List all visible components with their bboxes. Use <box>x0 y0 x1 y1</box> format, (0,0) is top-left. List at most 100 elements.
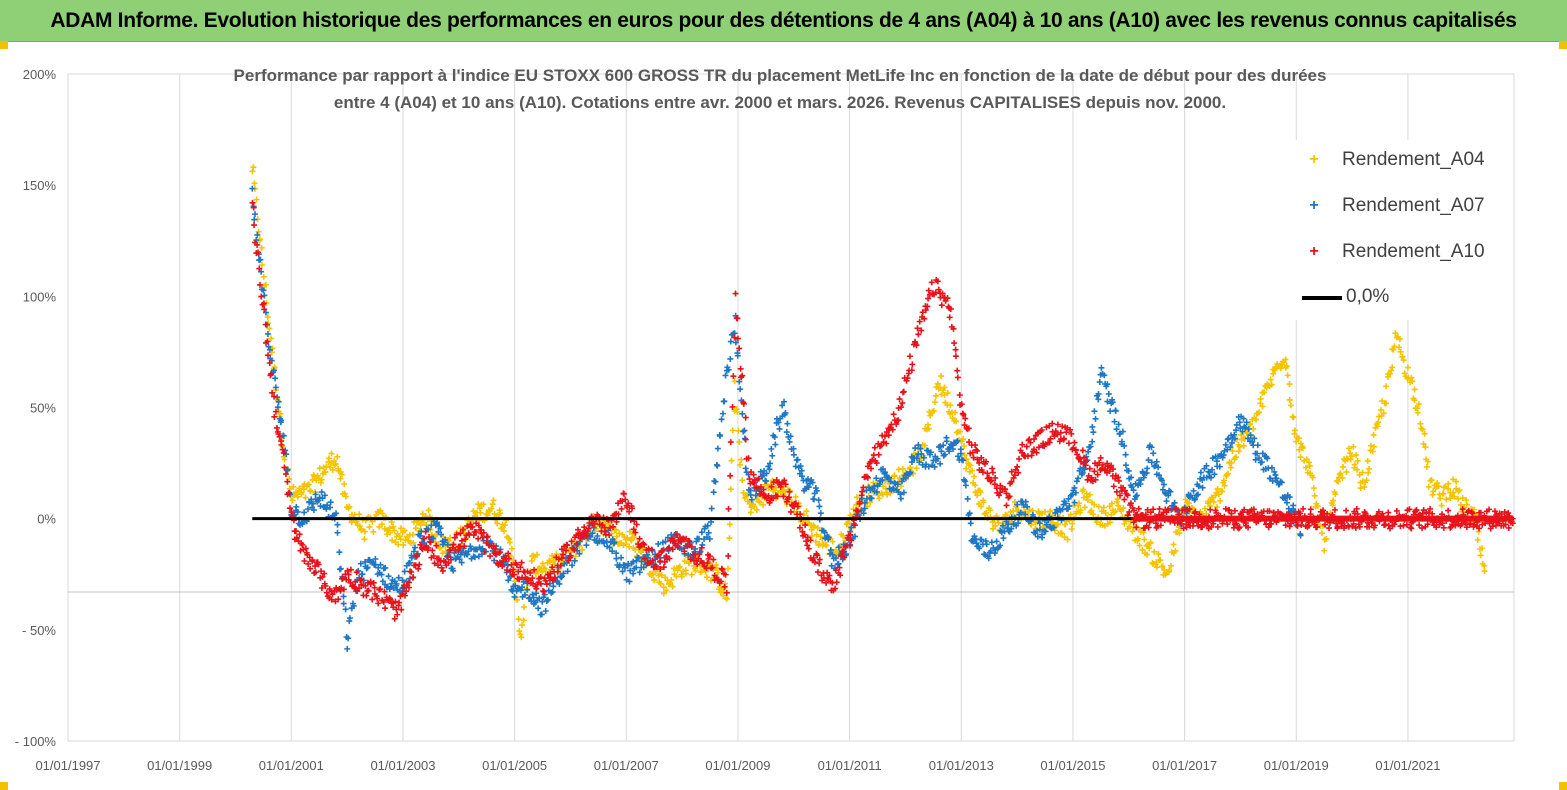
data-point <box>1283 363 1290 370</box>
data-point <box>1224 470 1231 477</box>
data-point <box>805 545 812 552</box>
data-point <box>305 481 312 488</box>
data-point <box>1242 424 1249 431</box>
data-point <box>499 558 506 565</box>
data-point <box>662 538 669 545</box>
data-point <box>861 505 868 512</box>
data-point <box>613 550 620 557</box>
data-point <box>1087 443 1094 450</box>
data-point <box>541 565 548 572</box>
data-point <box>278 441 285 448</box>
data-point <box>547 574 554 581</box>
data-point <box>962 482 969 489</box>
data-point <box>350 602 357 609</box>
data-point <box>400 541 407 548</box>
data-point <box>515 568 522 575</box>
data-point <box>411 544 418 551</box>
data-point <box>568 538 575 545</box>
data-point <box>519 622 526 629</box>
data-point <box>782 409 789 416</box>
data-point <box>995 519 1002 526</box>
data-point <box>1414 409 1421 416</box>
data-point <box>918 450 925 457</box>
data-point <box>265 343 272 350</box>
data-point <box>475 522 482 529</box>
data-point <box>1157 557 1164 564</box>
data-point <box>771 434 778 441</box>
data-point <box>1081 466 1088 473</box>
data-point <box>297 547 304 554</box>
data-point <box>1207 474 1214 481</box>
data-point <box>1185 500 1192 507</box>
data-point <box>425 507 432 514</box>
data-point <box>471 554 478 561</box>
data-point <box>1041 508 1048 515</box>
data-point <box>461 543 468 550</box>
data-point <box>1408 374 1415 381</box>
data-point <box>488 505 495 512</box>
data-point <box>1182 496 1189 503</box>
data-point <box>359 571 366 578</box>
data-point <box>1297 510 1304 517</box>
data-point <box>909 361 916 368</box>
data-point <box>551 575 558 582</box>
data-point <box>993 538 1000 545</box>
data-point <box>1474 536 1481 543</box>
data-point <box>299 541 306 548</box>
data-point <box>1287 402 1294 409</box>
data-point <box>332 460 339 467</box>
data-point <box>996 492 1003 499</box>
data-point <box>1297 454 1304 461</box>
data-point <box>624 504 631 511</box>
data-point <box>1479 521 1486 528</box>
data-point <box>1151 548 1158 555</box>
data-point <box>1335 478 1342 485</box>
data-point <box>768 483 775 490</box>
data-point <box>511 571 518 578</box>
data-point <box>914 325 921 332</box>
data-point <box>906 353 913 360</box>
data-point <box>748 496 755 503</box>
data-point <box>727 439 734 446</box>
data-point <box>251 180 258 187</box>
data-point <box>475 553 482 560</box>
data-point <box>1407 524 1414 531</box>
data-point <box>1115 502 1122 509</box>
data-point <box>685 537 692 544</box>
data-point <box>1047 508 1054 515</box>
x-tick-label: 01/01/2015 <box>1040 758 1105 773</box>
data-point <box>941 451 948 458</box>
data-point <box>469 523 476 530</box>
data-point <box>944 295 951 302</box>
data-point <box>1331 506 1338 513</box>
data-point <box>924 303 931 310</box>
data-point <box>1114 495 1121 502</box>
data-point <box>958 401 965 408</box>
data-point <box>1128 484 1135 491</box>
data-point <box>969 449 976 456</box>
data-point <box>976 545 983 552</box>
data-point <box>1393 507 1400 514</box>
data-point <box>1456 487 1463 494</box>
data-point <box>1115 421 1122 428</box>
data-point <box>917 445 924 452</box>
data-point <box>710 489 717 496</box>
data-point <box>1311 492 1318 499</box>
data-point <box>1092 415 1099 422</box>
data-point <box>977 489 984 496</box>
data-point <box>401 527 408 534</box>
data-point <box>1141 536 1148 543</box>
data-point <box>444 553 451 560</box>
data-point <box>398 590 405 597</box>
data-point <box>1450 489 1457 496</box>
data-point <box>1228 439 1235 446</box>
data-point <box>1121 487 1128 494</box>
data-point <box>277 410 284 417</box>
legend-label: 0,0% <box>1346 286 1390 307</box>
data-point <box>1093 519 1100 526</box>
data-point <box>264 330 271 337</box>
data-point <box>1073 508 1080 515</box>
data-point <box>657 580 664 587</box>
data-point <box>709 564 716 571</box>
data-point <box>1049 420 1056 427</box>
